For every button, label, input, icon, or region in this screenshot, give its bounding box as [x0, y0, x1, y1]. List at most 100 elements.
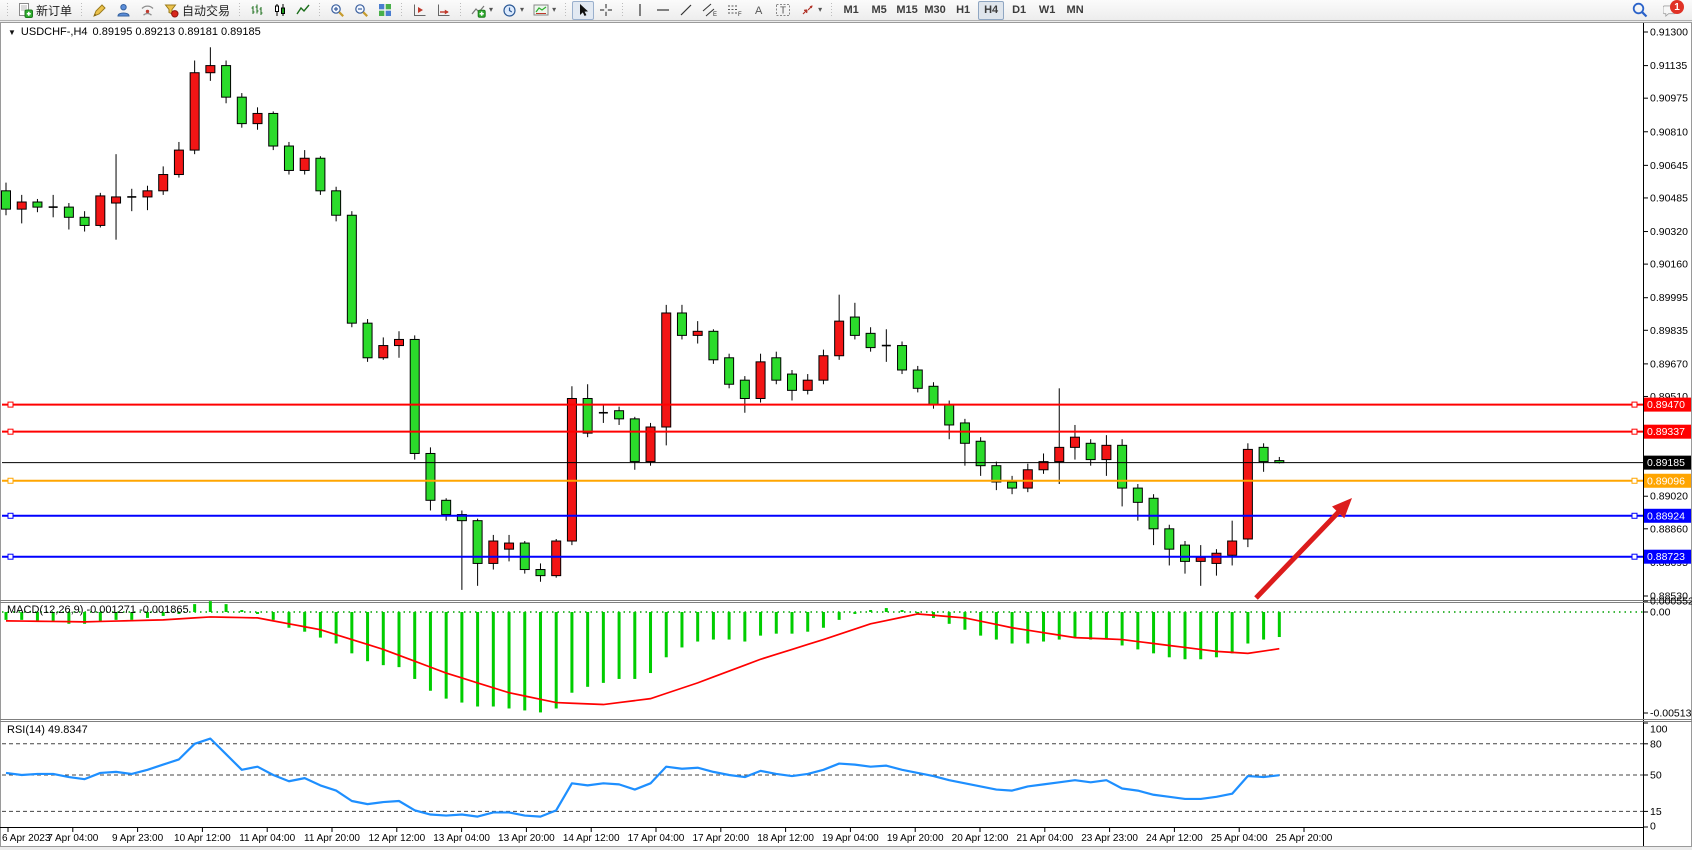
fibonacci-icon: F — [728, 5, 742, 17]
time-axis[interactable] — [0, 828, 1643, 846]
timeframe-d1-button[interactable]: D1 — [1012, 4, 1027, 16]
toolbar-grip[interactable] — [237, 2, 244, 18]
candle — [456, 510, 467, 590]
zoom-in-button[interactable] — [326, 1, 349, 20]
text-button[interactable]: A — [748, 1, 770, 20]
toolbar-grip[interactable] — [829, 2, 836, 18]
candle — [818, 349, 829, 385]
hline-end-marker[interactable] — [1631, 401, 1638, 408]
hline-end-marker[interactable] — [7, 477, 14, 484]
text-label-button[interactable]: T — [771, 1, 795, 20]
timeframe-m1-button[interactable]: M1 — [843, 4, 859, 16]
candlestick-chart-button[interactable] — [269, 1, 291, 20]
toolbar-grip[interactable] — [317, 2, 324, 18]
autoscroll-button[interactable] — [432, 1, 455, 20]
time-tick-label: 19 Apr 04:00 — [822, 833, 879, 844]
community-button[interactable] — [112, 1, 135, 20]
candle — [95, 192, 106, 228]
candle-body-bear — [79, 216, 90, 226]
tile-windows-button[interactable] — [374, 1, 396, 20]
trend-arrow-head[interactable] — [1332, 498, 1352, 519]
vertical-line-icon — [639, 4, 641, 16]
toolbar-grip[interactable] — [563, 2, 570, 18]
price-tick-label: 0.90810 — [1650, 126, 1688, 138]
time-tick-label: 23 Apr 23:00 — [1081, 833, 1138, 844]
timeframe-m30-button[interactable]: M30 — [924, 4, 946, 16]
macd-histogram-bar — [884, 608, 888, 612]
cursor-icon — [580, 4, 589, 16]
autotrade-button[interactable]: 自动交易 — [160, 1, 234, 20]
search-button[interactable] — [1627, 1, 1653, 20]
new-order-button[interactable]: 新订单 — [14, 1, 76, 20]
timeframe-h1-button[interactable]: H1 — [956, 4, 971, 16]
candle — [299, 150, 310, 175]
price-axis[interactable] — [1644, 24, 1692, 826]
price-tick-label: 0.89835 — [1650, 325, 1688, 337]
candle — [48, 194, 58, 218]
time-tick-label: 17 Apr 04:00 — [628, 833, 685, 844]
timeframe-w1-button[interactable]: W1 — [1038, 4, 1056, 16]
macd-histogram-bar — [1246, 612, 1250, 644]
candle-body-bear — [456, 514, 467, 522]
macd-histogram-bar — [177, 612, 181, 614]
hline-end-marker[interactable] — [1631, 553, 1638, 560]
macd-histogram-bar — [460, 612, 464, 703]
chart-window-background — [0, 22, 1692, 847]
equidistant-channel-button[interactable]: E — [698, 1, 722, 20]
search-icon — [1632, 2, 1648, 18]
candle — [189, 60, 200, 155]
macd-histogram-bar — [334, 612, 338, 644]
candle-body-bull — [1101, 444, 1112, 461]
toolbar-grip[interactable] — [620, 2, 627, 18]
timeframe-m15-button[interactable]: M15 — [896, 4, 918, 16]
hline-end-marker[interactable] — [7, 553, 14, 560]
chart-shift-button[interactable] — [408, 1, 431, 20]
timeframe-m5-button[interactable]: M5 — [871, 4, 887, 16]
periods-button[interactable]: ▾ — [498, 1, 528, 20]
signals-button[interactable] — [136, 1, 159, 20]
candle-body-bear — [32, 201, 43, 208]
candle-body-bear — [221, 65, 232, 98]
timeframe-mn-button[interactable]: MN — [1066, 4, 1084, 16]
candle — [629, 416, 640, 470]
line-chart-button[interactable] — [292, 1, 314, 20]
timeframe-h4-button[interactable]: H4 — [978, 0, 1005, 20]
fibonacci-button[interactable]: F — [723, 1, 747, 20]
indicators-button[interactable]: ▾ — [467, 1, 497, 20]
styles-button[interactable] — [88, 1, 111, 20]
macd-histogram-bar — [727, 612, 731, 640]
vertical-line-button[interactable] — [629, 1, 651, 20]
dropdown-caret-icon: ▾ — [489, 5, 494, 14]
toolbar-grip[interactable] — [79, 2, 86, 18]
price-tick-label: 0.90320 — [1650, 226, 1688, 238]
horizontal-line-button[interactable] — [652, 1, 674, 20]
symbol-dropdown-icon[interactable]: ▼ — [8, 27, 16, 37]
bar-chart-button[interactable] — [246, 1, 268, 20]
hline-end-marker[interactable] — [1631, 428, 1638, 435]
candle — [991, 461, 1002, 491]
candle-body-bull — [142, 190, 153, 198]
svg-text:T: T — [780, 6, 786, 17]
templates-button[interactable]: ▾ — [529, 1, 560, 20]
macd-histogram-bar — [963, 612, 967, 630]
hline-end-marker[interactable] — [7, 401, 14, 408]
hline-end-marker[interactable] — [7, 512, 14, 519]
toolbar-grip[interactable] — [399, 2, 406, 18]
toolbar-grip[interactable] — [5, 2, 11, 18]
zoom-out-button[interactable] — [350, 1, 373, 20]
hline-end-marker[interactable] — [1631, 477, 1638, 484]
toolbar-grip[interactable] — [458, 2, 465, 18]
cursor-button[interactable] — [572, 0, 595, 20]
candle — [173, 141, 184, 178]
macd-histogram-bar — [256, 612, 260, 614]
hline-end-marker[interactable] — [1631, 512, 1638, 519]
hline-end-marker[interactable] — [7, 428, 14, 435]
trendline-button[interactable] — [675, 1, 697, 20]
arrows-button[interactable]: ▾ — [796, 1, 826, 20]
autoscroll-icon — [438, 4, 450, 16]
crosshair-button[interactable] — [595, 1, 617, 20]
trend-arrow-line[interactable] — [1254, 503, 1347, 600]
notifications-button[interactable]: 1 — [1659, 0, 1684, 19]
candle-body-bull — [645, 426, 656, 463]
